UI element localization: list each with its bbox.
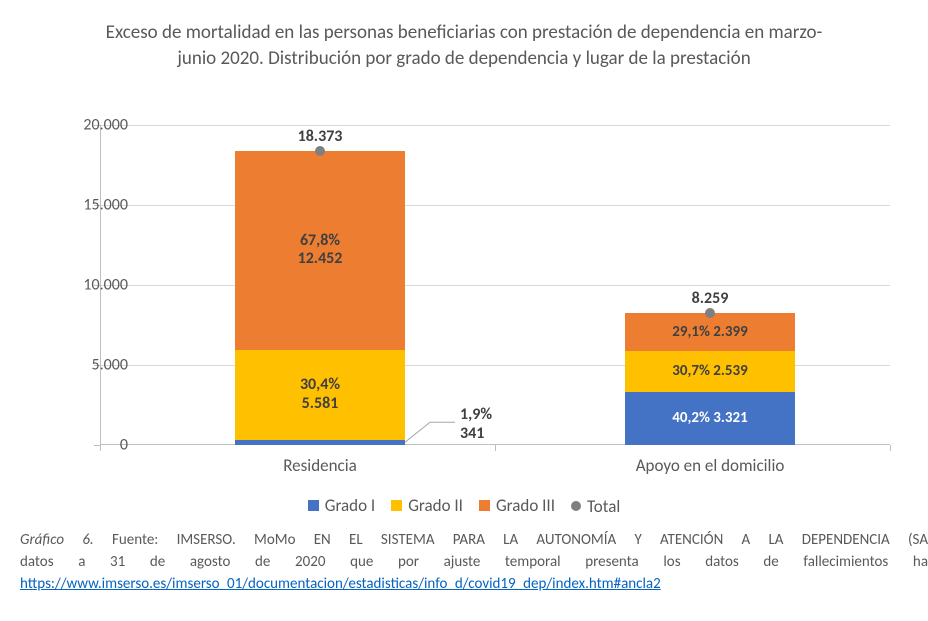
y-tick-label: 0 xyxy=(48,436,128,455)
legend: Grado I Grado II Grado III Total xyxy=(0,495,928,517)
legend-item: Grado I xyxy=(308,495,375,516)
legend-swatch xyxy=(479,500,490,511)
legend-item: Total xyxy=(571,496,620,517)
caption-prefix: Gráfico 6. xyxy=(20,531,94,549)
gridline xyxy=(100,285,890,286)
gridline xyxy=(100,125,890,126)
y-tick-label: 15.000 xyxy=(48,196,128,215)
total-marker xyxy=(315,146,325,156)
legend-item: Grado II xyxy=(391,495,463,516)
legend-swatch xyxy=(391,500,402,511)
y-tick-label: 20.000 xyxy=(48,116,128,135)
chart-title: Exceso de mortalidad en las personas ben… xyxy=(0,0,928,76)
caption-line1: Fuente: IMSERSO. MoMo EN EL SISTEMA PARA… xyxy=(94,531,928,549)
y-tick-label: 5.000 xyxy=(48,356,128,375)
y-tick-label: 10.000 xyxy=(48,276,128,295)
bar-segment xyxy=(235,350,405,439)
legend-label: Grado I xyxy=(325,495,375,516)
total-marker xyxy=(705,308,715,318)
legend-item: Grado III xyxy=(479,495,555,516)
segment-label-outside: 1,9%341 xyxy=(460,406,492,443)
legend-label: Grado III xyxy=(496,495,555,516)
legend-label: Total xyxy=(587,496,620,517)
legend-marker-circle xyxy=(571,501,581,511)
bar-segment xyxy=(235,151,405,350)
bar-segment xyxy=(625,351,795,392)
bar-segment xyxy=(625,392,795,445)
chart-container: Exceso de mortalidad en las personas ben… xyxy=(0,0,928,621)
gridline xyxy=(100,205,890,206)
legend-label: Grado II xyxy=(408,495,463,516)
bar-segment xyxy=(625,313,795,351)
caption-link[interactable]: https://www.imserso.es/imserso_01/docume… xyxy=(20,575,661,593)
caption-line2: datos a 31 de agosto de 2020 que por aju… xyxy=(20,552,928,574)
legend-swatch xyxy=(308,500,319,511)
x-category-label: Residencia xyxy=(283,455,357,476)
total-label: 8.259 xyxy=(692,289,729,308)
plot-area: 30,4%5.58167,8%12.4521,9%34118.37340,2% … xyxy=(100,125,890,445)
bar-segment xyxy=(235,440,405,445)
x-category-label: Apoyo en el domicilio xyxy=(636,455,785,476)
total-label: 18.373 xyxy=(298,127,343,146)
caption: Gráfico 6. Fuente: IMSERSO. MoMo EN EL S… xyxy=(20,530,928,595)
